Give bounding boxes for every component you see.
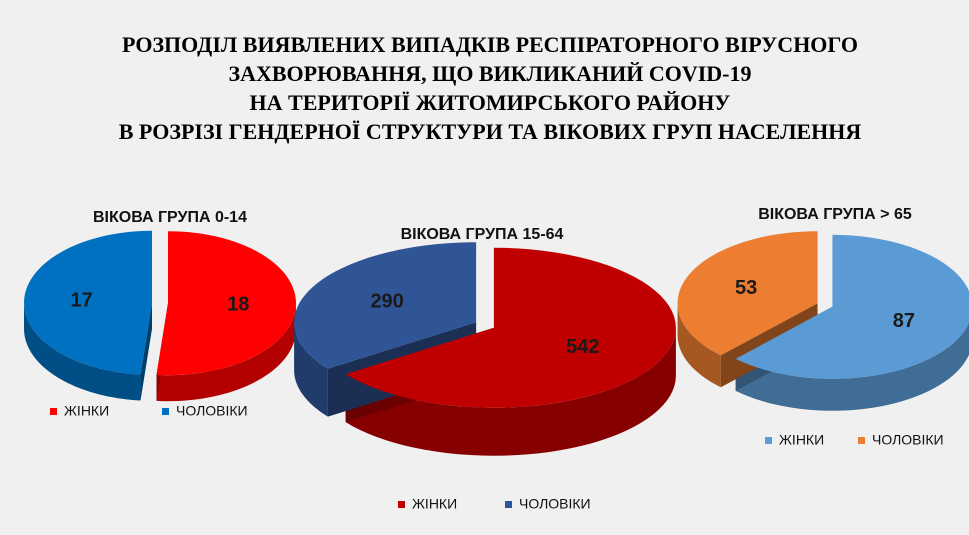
data-label: 17 [71,289,93,311]
slice [345,247,676,408]
legend-swatch [765,437,772,444]
legend-swatch [398,501,405,508]
legend-swatch [162,408,169,415]
slice [24,230,153,375]
legend-swatch [505,501,512,508]
pie-title: ВІКОВА ГРУПА 0-14 [93,209,247,226]
title-line: В РОЗРІЗІ ГЕНДЕРНОЇ СТРУКТУРИ ТА ВІКОВИХ… [119,119,862,144]
slice [677,231,818,356]
legend-swatch [858,437,865,444]
slice [294,242,477,369]
legend-label: ЧОЛОВІКИ [176,403,248,419]
data-label: 18 [227,293,249,315]
legend-label: ЖІНКИ [412,496,457,512]
slice-side [156,303,296,402]
slice-cut [140,302,153,401]
legend-label: ЖІНКИ [64,403,109,419]
slice-side [345,327,676,456]
slice [156,231,296,376]
title-line: ЗАХВОРЮВАННЯ, ЩО ВИКЛИКАНИЙ COVID-19 [228,61,751,86]
slice-side [24,302,141,401]
title-line: НА ТЕРИТОРІЇ ЖИТОМИРСЬКОГО РАЙОНУ [250,90,731,115]
title-line: РОЗПОДІЛ ВИЯВЛЕНИХ ВИПАДКІВ РЕСПІРАТОРНО… [122,32,858,57]
pie-title: ВІКОВА ГРУПА 15-64 [401,226,564,243]
slice-side [677,303,721,388]
slice-side [735,322,969,411]
slice [735,234,969,379]
data-label: 87 [893,310,915,332]
slice-side [294,322,328,417]
legend-label: ЖІНКИ [779,432,824,448]
legend-label: ЧОЛОВІКИ [519,496,591,512]
legend-swatch [50,408,57,415]
legend-label: ЧОЛОВІКИ [872,432,944,448]
data-label: 542 [566,336,599,358]
data-label: 290 [370,290,403,312]
pie-title: ВІКОВА ГРУПА > 65 [758,206,912,223]
data-label: 53 [735,277,757,299]
